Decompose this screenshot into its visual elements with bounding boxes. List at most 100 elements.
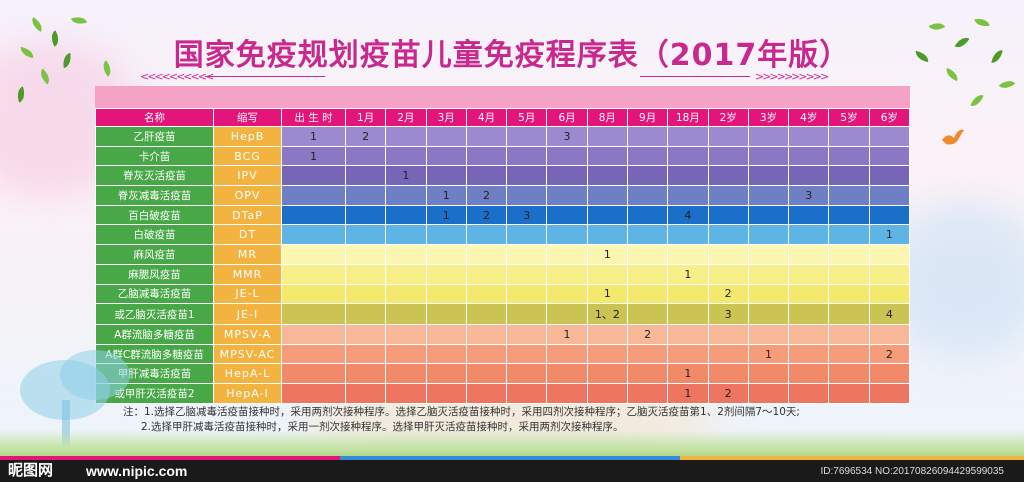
vaccine-abbr: DTaP — [213, 204, 282, 226]
dose-cell — [667, 126, 709, 147]
dose-cell — [385, 303, 427, 326]
dose-cell: 2 — [707, 383, 749, 404]
dose-cell — [828, 263, 870, 285]
dose-cell — [506, 185, 548, 206]
bird-icon — [942, 129, 964, 145]
watermark-logo: 昵图网 — [8, 461, 54, 479]
dose-cell — [868, 244, 911, 265]
dose-cell — [281, 224, 346, 246]
dose-cell — [868, 185, 911, 206]
dose-cell: 1 — [586, 244, 628, 265]
dose-cell: 1 — [667, 263, 709, 285]
dose-cell — [506, 145, 548, 167]
dose-cell — [546, 185, 588, 206]
vaccine-abbr: BCG — [213, 145, 282, 167]
dose-cell — [707, 263, 749, 285]
dose-cell — [385, 363, 427, 385]
dose-cell — [747, 383, 790, 404]
dose-cell — [344, 363, 387, 385]
dose-cell — [425, 303, 467, 326]
dose-cell: 3 — [546, 126, 588, 147]
dose-cell — [546, 383, 588, 404]
dose-cell — [828, 204, 870, 226]
dose-cell — [506, 324, 548, 345]
table-row: 脊灰灭活疫苗 IPV 1 — [95, 165, 911, 187]
header-name: 名称 — [95, 108, 214, 127]
dose-cell — [747, 303, 790, 326]
dose-cell — [626, 244, 669, 265]
header-age: 5月 — [506, 108, 548, 127]
vaccine-abbr: MR — [213, 244, 282, 265]
dose-cell — [586, 185, 628, 206]
dose-cell — [707, 165, 749, 187]
page-title: 国家免疫规划疫苗儿童免疫程序表（2017年版） — [173, 38, 851, 73]
table-row: 甲肝减毒活疫苗 HepA-L 1 — [95, 363, 911, 385]
dose-cell: 1 — [747, 343, 790, 365]
dose-cell — [868, 283, 911, 305]
dose-cell — [586, 383, 628, 404]
dose-cell — [626, 204, 669, 226]
dose-cell — [546, 303, 588, 326]
dose-cell — [546, 224, 588, 246]
header-age: 18月 — [667, 108, 709, 127]
table-row: 乙肝疫苗 HepB 1 2 3 — [95, 126, 911, 147]
header-age: 6岁 — [868, 108, 911, 127]
dose-cell — [344, 383, 387, 404]
dose-cell — [425, 263, 467, 285]
color-stripe — [0, 456, 340, 460]
dose-cell: 1 — [586, 283, 628, 305]
dose-cell — [281, 204, 346, 226]
dose-cell — [667, 224, 709, 246]
dose-cell — [828, 165, 870, 187]
dose-cell — [788, 383, 830, 404]
vaccine-abbr: HepB — [213, 126, 282, 147]
dose-cell — [344, 244, 387, 265]
dose-cell: 1、2 — [586, 303, 628, 326]
dose-cell — [546, 145, 588, 167]
dose-cell — [425, 126, 467, 147]
dose-cell — [586, 263, 628, 285]
header-age: 3月 — [425, 108, 467, 127]
dose-cell: 3 — [788, 185, 830, 206]
dose-cell — [707, 126, 749, 147]
header-age: 5岁 — [828, 108, 870, 127]
dose-cell — [465, 303, 508, 326]
dose-cell — [465, 263, 508, 285]
dose-cell — [747, 283, 790, 305]
table-header-row: 名称 缩写 出 生 时 1月 2月 3月 4月 5月 6月 8月 9月 18月 … — [95, 108, 911, 127]
dose-cell — [385, 343, 427, 365]
header-age: 出 生 时 — [281, 108, 346, 127]
dose-cell: 1 — [281, 126, 346, 147]
dose-cell — [465, 343, 508, 365]
dose-cell — [281, 185, 346, 206]
table-top-band — [95, 86, 910, 108]
dose-cell — [828, 303, 870, 326]
dose-cell — [506, 383, 548, 404]
dose-cell — [385, 145, 427, 167]
dose-cell — [281, 383, 346, 404]
dose-cell — [868, 165, 911, 187]
vaccine-name: 乙肝疫苗 — [95, 126, 214, 147]
dose-cell — [586, 363, 628, 385]
table-row: 乙脑减毒活疫苗 JE-L 1 2 — [95, 283, 911, 305]
dose-cell — [546, 343, 588, 365]
vaccine-abbr: JE-L — [213, 283, 282, 305]
dose-cell — [828, 126, 870, 147]
dose-cell — [465, 224, 508, 246]
dose-cell — [788, 303, 830, 326]
vaccine-abbr: MPSV-A — [213, 324, 282, 345]
dose-cell — [626, 185, 669, 206]
dose-cell: 2 — [465, 185, 508, 206]
vaccine-name: 乙脑减毒活疫苗 — [95, 283, 214, 305]
dose-cell — [586, 145, 628, 167]
dose-cell — [747, 224, 790, 246]
dose-cell — [626, 145, 669, 167]
dose-cell — [828, 324, 870, 345]
dose-cell — [425, 244, 467, 265]
dose-cell — [788, 363, 830, 385]
vaccine-name: 卡介苗 — [95, 145, 214, 167]
dose-cell — [506, 263, 548, 285]
dose-cell — [281, 244, 346, 265]
dose-cell — [788, 204, 830, 226]
dose-cell — [828, 363, 870, 385]
